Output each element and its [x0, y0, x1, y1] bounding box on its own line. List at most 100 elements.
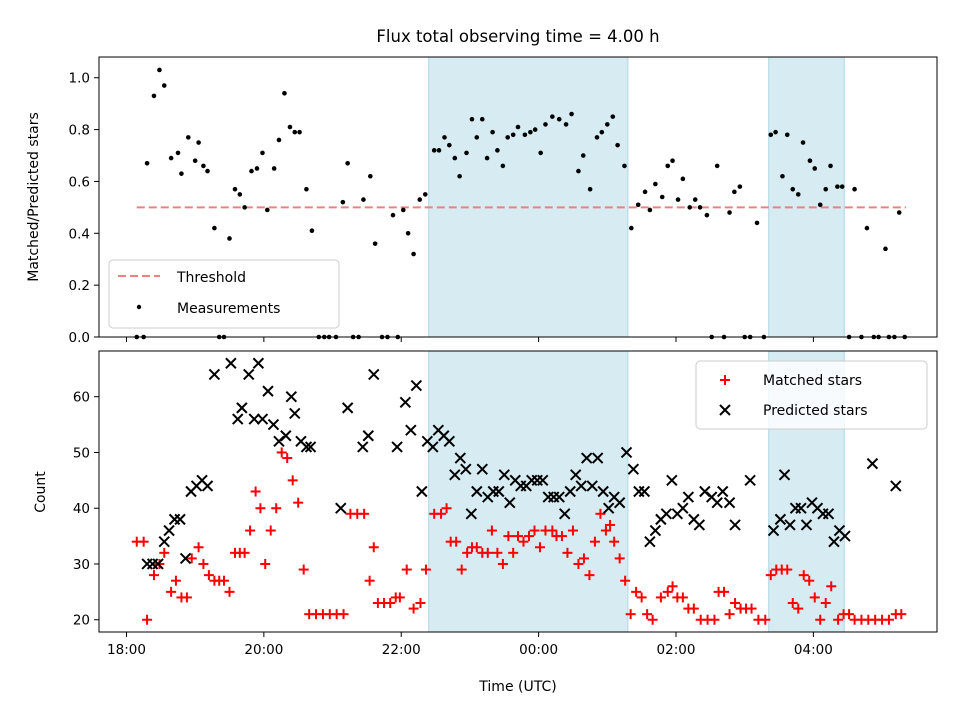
measurement-point [212, 225, 217, 231]
measurement-point [543, 122, 548, 127]
measurement-point [732, 189, 737, 195]
predicted-point [368, 368, 380, 381]
predicted-point [335, 502, 347, 514]
matched-point [282, 453, 293, 464]
matched-point [529, 525, 540, 536]
measurement-point [807, 158, 813, 164]
matched-point [614, 553, 625, 564]
predicted-point [633, 485, 645, 498]
matched-point [562, 547, 573, 558]
measurement-point [587, 186, 593, 192]
matched-point [497, 558, 508, 569]
predicted-point [208, 368, 221, 381]
matched-point [815, 614, 826, 625]
ratio-ylabel: Matched/Predicted stars [26, 112, 42, 282]
predicted-point [620, 446, 633, 459]
measurement-point [345, 160, 350, 166]
predicted-point [677, 502, 689, 514]
predicted-point [774, 513, 787, 526]
measurement-point [340, 199, 346, 205]
matched-point [746, 603, 757, 614]
x-tick-label: 22:00 [382, 642, 421, 658]
predicted-point [504, 496, 516, 509]
matched-point [724, 609, 735, 620]
measurement-point [192, 158, 198, 164]
measurement-point [580, 153, 586, 158]
matched-point [573, 558, 584, 569]
measurement-point [457, 173, 462, 179]
measurement-point [484, 155, 490, 161]
matched-point [260, 558, 271, 569]
matched-point [709, 614, 720, 625]
matched-point [589, 536, 600, 547]
matched-point [647, 614, 658, 625]
count-marks [131, 357, 907, 625]
matched-point [394, 592, 405, 603]
predicted-point [225, 357, 237, 369]
matched-point [798, 570, 809, 581]
y-tick-label: 0.4 [69, 226, 90, 242]
matched-point [239, 547, 250, 558]
predicted-point [267, 418, 280, 431]
measurements-legend-swatch [136, 304, 142, 310]
matched-point [642, 609, 653, 620]
predicted-point [553, 491, 565, 503]
measurement-point [768, 132, 774, 138]
measurement-point [697, 205, 703, 210]
measurement-point [464, 150, 469, 156]
matched-point [662, 586, 673, 597]
predicted-point [262, 385, 274, 397]
matched-point [265, 525, 276, 536]
matched-point [364, 575, 375, 586]
matched-point [804, 575, 815, 586]
measurement-point [237, 192, 243, 197]
matched-point [142, 614, 153, 625]
threshold-legend-label: Threshold [176, 270, 246, 286]
measurement-point [249, 168, 254, 174]
matched-point [503, 531, 514, 542]
measurement-point [232, 186, 238, 192]
chart-title: Flux total observing time = 4.00 h [376, 27, 659, 46]
measurement-point [276, 137, 282, 143]
predicted-point [179, 552, 192, 565]
measurement-point [653, 181, 658, 187]
measurement-point [800, 140, 806, 145]
measurement-point [411, 251, 416, 257]
predicted-point [729, 519, 741, 531]
measurement-point [144, 160, 150, 166]
ratio-panel: 0.0 0.2 0.4 0.6 0.8 1.0 Matched/Predicted sta… [26, 56, 938, 346]
matched-point [224, 586, 235, 597]
predicted-point [152, 558, 164, 570]
predicted-point [784, 519, 796, 531]
predicted-point [564, 485, 576, 498]
predicted-point [638, 485, 651, 498]
x-tick-label: 02:00 [657, 642, 696, 658]
measurement-point [629, 225, 634, 231]
predicted-point [778, 469, 791, 481]
measurement-point [505, 135, 510, 140]
measurement-point [185, 135, 191, 140]
measurement-point [474, 135, 480, 140]
observing-band-1 [428, 56, 629, 338]
matched-point [508, 547, 519, 558]
predicted-legend-swatch [719, 404, 731, 416]
measurement-point [883, 246, 888, 252]
predicted-point [890, 480, 902, 492]
predicted-point [304, 441, 317, 453]
measurement-point [610, 114, 616, 119]
matched-point [677, 592, 688, 603]
measurement-point [784, 132, 790, 138]
y-tick-label: 60 [73, 390, 90, 406]
predicted-point [243, 368, 255, 381]
matched-point [287, 475, 298, 486]
matched-point [276, 447, 287, 458]
measurement-point [400, 207, 406, 213]
predicted-point [693, 519, 706, 531]
matched-point [420, 564, 431, 575]
predicted-point [498, 469, 510, 481]
measurement-point [469, 116, 475, 122]
matched-point [584, 570, 595, 581]
matched-point [609, 536, 620, 547]
y-tick-label: 0.2 [69, 278, 90, 294]
predicted-point [660, 508, 673, 520]
